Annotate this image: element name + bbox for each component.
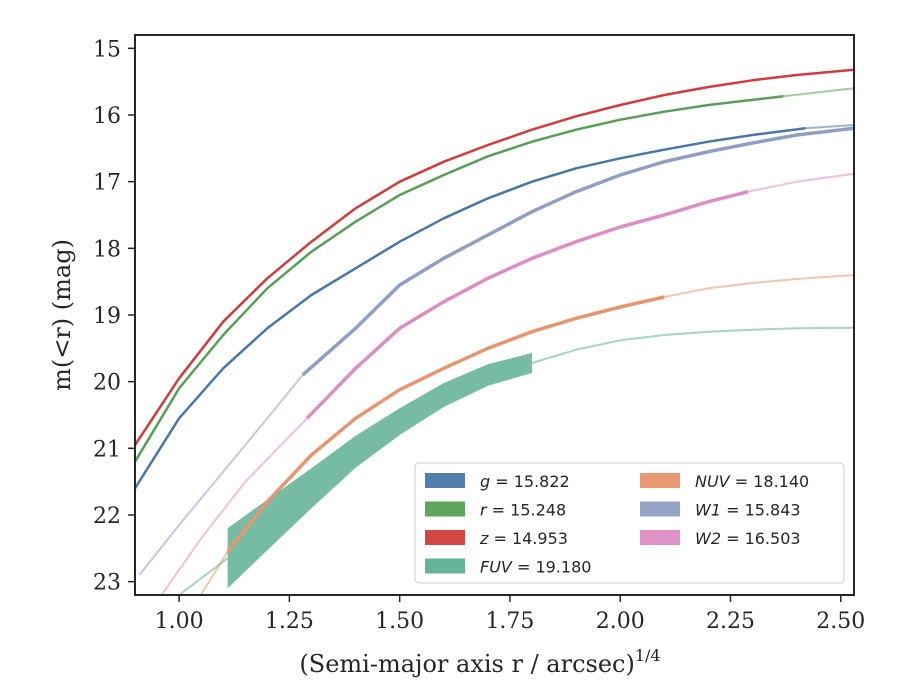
legend-box [414, 462, 845, 584]
y-ticks: 15 16 17 18 19 20 21 22 23 [93, 37, 135, 596]
y-tick-label: 20 [93, 371, 121, 396]
series-w1-extrapolation [138, 374, 304, 576]
y-tick-label: 22 [93, 504, 121, 529]
series-z-line [135, 68, 854, 446]
legend-label-name: FUV [480, 558, 513, 577]
x-tick-label: 2.25 [706, 609, 755, 634]
legend-label-name: r [480, 501, 488, 520]
series-nuv-extrapolation [664, 274, 854, 298]
y-tick-label: 21 [93, 437, 121, 462]
legend-item-z: z = 14.953 [425, 529, 568, 548]
x-tick-label: 1.75 [485, 609, 534, 634]
legend-label: FUV = 19.180 [480, 558, 591, 577]
series-w2-extrapolation [747, 172, 854, 193]
x-axis-label-sup: 1/4 [635, 646, 661, 665]
y-tick-label: 17 [93, 171, 121, 196]
legend-label: g = 15.822 [480, 472, 570, 491]
x-ticks: 1.00 1.25 1.50 1.75 2.00 2.25 2.50 [155, 595, 865, 634]
x-tick-label: 1.00 [155, 609, 204, 634]
legend-label-value: = 16.503 [721, 529, 801, 548]
legend-label: z = 14.953 [479, 529, 568, 548]
legend-label-value: = 15.822 [490, 472, 570, 491]
series-layer [135, 68, 854, 595]
legend-swatch [425, 558, 465, 574]
series-nuv [199, 274, 854, 595]
series-nuv-line [226, 295, 665, 553]
y-tick-label: 15 [93, 37, 121, 62]
series-r-extrapolation [783, 87, 854, 98]
legend-label: W2 = 16.503 [695, 529, 801, 548]
legend-swatch [425, 530, 465, 545]
legend-label-name: g [480, 472, 490, 491]
legend-label-name: W1 [695, 501, 721, 520]
series-w2 [160, 172, 854, 595]
legend-label: r = 15.248 [480, 501, 566, 520]
legend-label: W1 = 15.843 [695, 501, 801, 520]
x-tick-label: 2.50 [816, 609, 865, 634]
series-w2-line [305, 190, 749, 420]
y-tick-label: 23 [93, 571, 121, 596]
series-z [135, 68, 854, 446]
series-fuv [177, 326, 854, 595]
series-fuv-extrapolation [177, 557, 229, 595]
legend-item-w2: W2 = 16.503 [640, 529, 801, 548]
legend-label-value: = 15.843 [721, 501, 801, 520]
legend-label-name: z [479, 529, 489, 548]
series-g-line [135, 127, 806, 489]
y-axis-label: m(<r) (mag) [48, 239, 76, 391]
series-r [135, 87, 854, 463]
legend-item-w1: W1 = 15.843 [640, 501, 801, 520]
x-axis-label-main: (Semi-major axis r / arcsec) [299, 650, 634, 678]
legend-item-nuv: NUV = 18.140 [640, 472, 809, 491]
legend-swatch [640, 530, 680, 545]
legend-label: NUV = 18.140 [695, 472, 809, 491]
series-fuv-band [227, 353, 532, 589]
x-axis-label: (Semi-major axis r / arcsec)1/4 [299, 646, 660, 678]
legend-item-g: g = 15.822 [425, 472, 570, 491]
legend-item-fuv: FUV = 19.180 [425, 558, 591, 577]
legend-label-value: = 18.140 [730, 472, 810, 491]
series-w1 [138, 126, 854, 576]
series-g [135, 124, 854, 489]
legend-label-name: NUV [695, 472, 731, 491]
y-tick-label: 19 [93, 304, 121, 329]
series-w2-extrapolation [160, 417, 308, 595]
legend-swatch [425, 473, 465, 488]
series-nuv-extrapolation [199, 551, 229, 595]
legend-swatch [425, 501, 465, 517]
legend-label-value: = 15.248 [487, 501, 567, 520]
y-tick-label: 18 [93, 237, 121, 262]
legend-label-name: W2 [695, 529, 721, 548]
legend-swatch [640, 473, 680, 488]
series-w1-line [301, 126, 854, 377]
legend-swatch [640, 501, 680, 517]
x-tick-label: 2.00 [596, 609, 645, 634]
legend-item-r: r = 15.248 [425, 501, 566, 520]
series-fuv-extrapolation [531, 326, 854, 364]
legend-label-value: = 19.180 [512, 558, 592, 577]
y-tick-label: 16 [93, 104, 121, 129]
series-g-extrapolation [805, 124, 854, 130]
legend-label-value: = 14.953 [488, 529, 568, 548]
x-tick-label: 1.50 [375, 609, 424, 634]
x-tick-label: 1.25 [265, 609, 314, 634]
series-r-line [135, 95, 784, 463]
